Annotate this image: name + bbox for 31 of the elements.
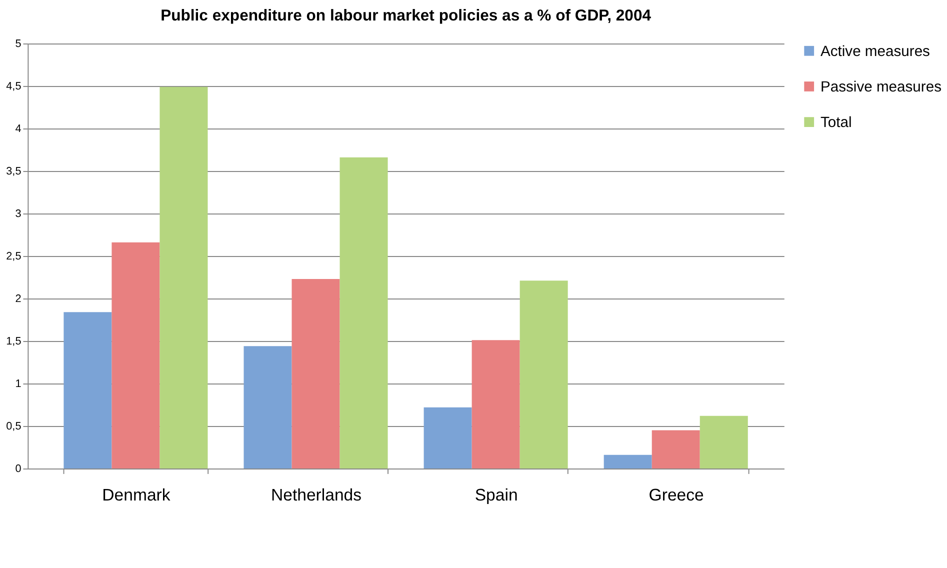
x-tick-label: Spain bbox=[474, 486, 518, 505]
bar bbox=[424, 407, 472, 469]
y-tick-label: 5 bbox=[15, 38, 22, 50]
legend-label: Passive measures bbox=[820, 79, 942, 96]
x-tick-label: Netherlands bbox=[270, 486, 362, 505]
bar bbox=[340, 157, 388, 469]
bar bbox=[520, 280, 568, 469]
bar bbox=[292, 278, 340, 469]
y-tick-label: 3 bbox=[15, 208, 22, 220]
bar bbox=[64, 312, 112, 469]
y-tick-label: 0,5 bbox=[6, 420, 22, 432]
bar bbox=[244, 346, 292, 469]
legend-label: Active measures bbox=[820, 44, 930, 60]
y-tick-label: 2,5 bbox=[6, 250, 22, 262]
y-tick-label: 2 bbox=[15, 292, 22, 305]
y-tick-label: 4 bbox=[15, 122, 22, 135]
x-tick-label: Greece bbox=[648, 486, 704, 505]
bar bbox=[112, 242, 160, 469]
y-tick-label: 1,5 bbox=[6, 335, 22, 348]
bar bbox=[604, 454, 652, 469]
bar bbox=[700, 416, 748, 469]
bar bbox=[652, 430, 700, 469]
bar bbox=[160, 86, 208, 469]
y-tick-label: 0 bbox=[15, 462, 22, 475]
bar bbox=[472, 340, 520, 469]
y-tick-label: 3,5 bbox=[6, 165, 22, 178]
x-tick-label: Denmark bbox=[102, 486, 171, 505]
legend-label: Total bbox=[820, 114, 852, 131]
y-tick-label: 4,5 bbox=[6, 80, 22, 92]
y-tick-label: 1 bbox=[15, 378, 22, 390]
chart-title: Public expenditure on labour market policies as a % of GDP, 2004 bbox=[160, 8, 652, 25]
